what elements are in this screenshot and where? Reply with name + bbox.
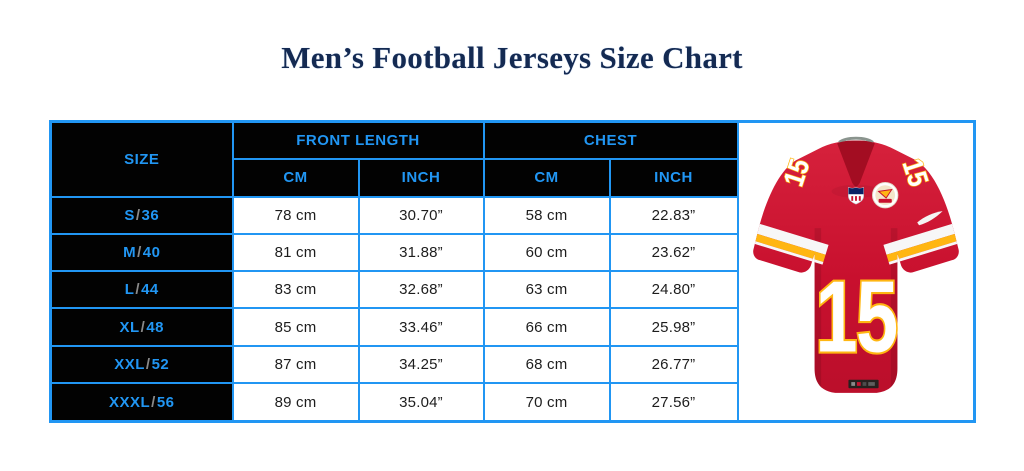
size-slash: / <box>151 393 156 411</box>
front-length-inch-cell: 31.88” <box>357 232 485 273</box>
col-header-front-length: FRONT LENGTH <box>231 120 485 160</box>
col-header-chest-cm: CM <box>482 157 611 198</box>
table-row: XXXL/56 89 cm 35.04” 70 cm 27.56” <box>49 382 975 423</box>
size-code: M <box>123 243 137 261</box>
size-slash: / <box>135 281 141 299</box>
size-number: 56 <box>156 393 175 411</box>
v-neck-collar <box>836 140 875 187</box>
size-code: XL <box>119 318 140 336</box>
size-slash: / <box>140 318 146 336</box>
jersey-shadow-right <box>890 228 898 393</box>
front-length-inch-cell: 35.04” <box>357 382 485 423</box>
chest-inch-cell: 22.83” <box>608 195 739 235</box>
col-header-size: SIZE <box>49 120 234 198</box>
size-number: 40 <box>142 243 161 261</box>
table-row: S/36 78 cm 30.70” 58 cm 22.83” <box>49 195 975 235</box>
front-length-cm-cell: 89 cm <box>231 382 360 423</box>
header-row-groups: SIZE FRONT LENGTH CHEST <box>49 120 976 423</box>
front-length-cm-cell: 81 cm <box>231 232 360 273</box>
table-row: M/40 81 cm 31.88” 60 cm 23.62” <box>49 232 975 273</box>
size-slash: / <box>137 243 142 261</box>
table-row: XL/48 85 cm 33.46” 66 cm 25.98” <box>49 307 975 347</box>
chest-number: 15 <box>813 258 900 375</box>
jersey-shadow-left <box>814 228 821 393</box>
size-cell: XXL/52 <box>49 344 234 385</box>
size-code: XXXL <box>108 393 151 411</box>
table-row: XXL/52 87 cm 34.25” 68 cm 26.77” <box>49 344 975 385</box>
chest-cm-cell: 63 cm <box>482 270 611 310</box>
col-header-front-cm: CM <box>231 157 360 198</box>
size-cell: M/40 <box>49 232 234 273</box>
header-row-units: CM INCH CM INCH <box>51 157 975 198</box>
table-row: L/44 83 cm 32.68” 63 cm 24.80” <box>49 270 975 310</box>
jersey-image-cell: 15 15 15 <box>736 120 976 423</box>
chest-inch-cell: 24.80” <box>608 270 739 310</box>
chest-inch-cell: 23.62” <box>608 232 739 273</box>
chest-cm-cell: 58 cm <box>482 195 611 235</box>
front-length-inch-cell: 30.70” <box>357 195 485 235</box>
chest-inch-cell: 26.77” <box>608 344 739 385</box>
front-length-cm-cell: 78 cm <box>231 195 360 235</box>
nfl-shield-icon <box>847 187 864 205</box>
size-cell: S/36 <box>49 195 234 235</box>
size-code: S <box>124 206 135 224</box>
size-number: 36 <box>141 206 160 224</box>
team-patch-icon <box>871 181 899 209</box>
chest-cm-cell: 68 cm <box>482 344 611 385</box>
jock-tag <box>848 379 879 389</box>
col-header-chest: CHEST <box>482 120 739 160</box>
size-number: 44 <box>141 281 159 299</box>
front-length-inch-cell: 32.68” <box>357 270 485 310</box>
page-title: Men’s Football Jerseys Size Chart <box>281 40 743 75</box>
front-length-cm-cell: 83 cm <box>231 270 360 310</box>
size-number: 52 <box>151 355 170 373</box>
chest-cm-cell: 66 cm <box>482 307 611 347</box>
size-cell: L/44 <box>49 270 234 310</box>
chest-cm-cell: 70 cm <box>482 382 611 423</box>
size-number: 48 <box>146 318 165 336</box>
col-header-front-inch: INCH <box>357 157 485 198</box>
size-code: XXL <box>114 355 145 373</box>
chest-cm-cell: 60 cm <box>482 232 611 273</box>
size-slash: / <box>145 355 151 373</box>
size-cell: XXXL/56 <box>49 382 234 423</box>
chest-inch-cell: 25.98” <box>608 307 739 347</box>
size-cell: XL/48 <box>49 307 234 347</box>
chest-inch-cell: 27.56” <box>608 382 739 423</box>
front-length-cm-cell: 85 cm <box>231 307 360 347</box>
front-length-inch-cell: 33.46” <box>357 307 485 347</box>
back-collar-line <box>837 136 874 144</box>
svg-text:15: 15 <box>815 260 896 373</box>
front-length-cm-cell: 87 cm <box>231 344 360 385</box>
size-chart-table: SIZE FRONT LENGTH CHEST <box>49 120 976 423</box>
size-code: L <box>124 281 135 299</box>
col-header-chest-inch: INCH <box>608 157 739 198</box>
nike-swoosh-icon <box>916 211 943 226</box>
jersey-image: 15 15 15 <box>752 136 959 393</box>
size-slash: / <box>135 206 141 224</box>
front-length-inch-cell: 34.25” <box>357 344 485 385</box>
